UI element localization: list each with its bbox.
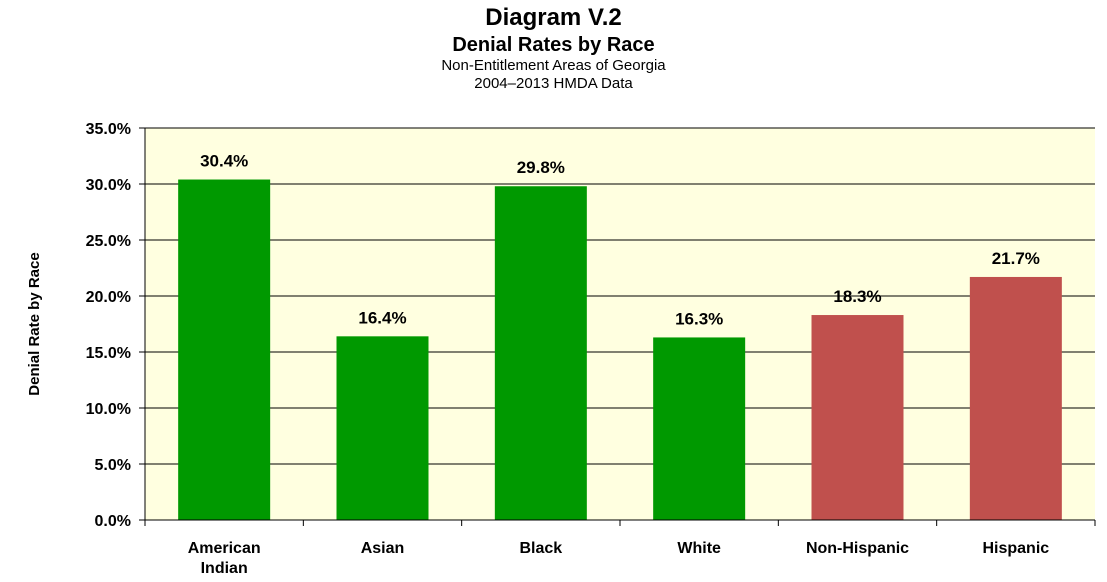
chart-subtitle-area: Non-Entitlement Areas of Georgia — [441, 57, 666, 74]
plot-area — [145, 128, 1095, 520]
axes — [139, 127, 1096, 526]
value-label: 18.3% — [833, 287, 881, 306]
value-label: 16.3% — [675, 309, 723, 328]
value-label: 16.4% — [358, 308, 406, 327]
y-tick-label: 5.0% — [95, 457, 131, 474]
x-tick-label: Non-Hispanic — [806, 540, 909, 557]
x-tick-label: Asian — [361, 540, 405, 557]
chart-subtitle-data: 2004–2013 HMDA Data — [474, 75, 633, 92]
x-tick-label: Hispanic — [982, 540, 1049, 557]
bar — [336, 336, 429, 520]
x-tick-labels: American Indian Asian Black White Non-Hispani… — [188, 540, 1050, 577]
value-label: 29.8% — [517, 158, 565, 177]
y-tick-label: 30.0% — [86, 177, 131, 194]
bar — [811, 315, 904, 520]
x-tick-label: Black — [519, 540, 562, 557]
y-tick-labels: 0.0% 5.0% 10.0% 15.0% 20.0% 25.0% 30.0% 35.0% — [86, 121, 131, 530]
bar — [969, 276, 1062, 520]
bar — [494, 186, 587, 521]
y-tick-label: 0.0% — [95, 513, 131, 530]
x-tick-label: American — [188, 540, 261, 557]
gridlines — [145, 127, 1095, 465]
bars — [178, 179, 1062, 521]
y-tick-label: 25.0% — [86, 233, 131, 250]
value-label: 30.4% — [200, 152, 248, 171]
x-tick-label: Indian — [201, 560, 248, 577]
bar — [178, 179, 271, 520]
chart-subtitle: Denial Rates by Race — [452, 34, 655, 56]
bar — [653, 337, 746, 520]
value-labels: 30.4% 16.4% 29.8% 16.3% 18.3% 21.7% — [200, 152, 1040, 329]
chart-title: Diagram V.2 — [485, 4, 622, 31]
y-tick-label: 35.0% — [86, 121, 131, 138]
y-tick-label: 10.0% — [86, 401, 131, 418]
value-label: 21.7% — [992, 249, 1040, 268]
x-tick-label: White — [677, 540, 721, 557]
y-tick-label: 20.0% — [86, 289, 131, 306]
y-axis-label: Denial Rate by Race — [26, 252, 43, 395]
y-tick-label: 15.0% — [86, 345, 131, 362]
